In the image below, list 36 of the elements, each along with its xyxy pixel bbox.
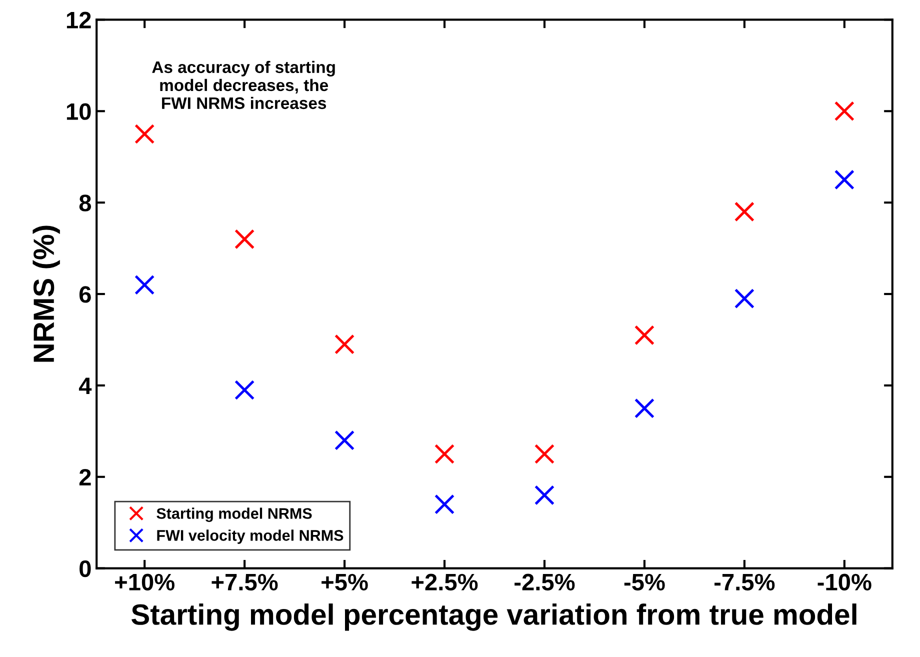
x-tick-label: -10% (818, 574, 872, 591)
point (634, 325, 654, 346)
point (234, 229, 255, 250)
y-tick-label: 4 (78, 378, 92, 394)
x-axis-title: Starting model percentage variation from true model (132, 604, 856, 631)
legend-label: Starting model NRMS (156, 508, 312, 522)
x-tick-label: +10% (115, 574, 174, 591)
y-tick-label: 12 (66, 12, 91, 28)
y-tick-label: 0 (80, 560, 91, 578)
y-tick-label: 2 (79, 468, 91, 486)
point (634, 398, 654, 418)
x-tick-label: -2.5% (514, 574, 575, 591)
annotation: As accuracy of starting model decreases, the FWI NRMS increases (152, 60, 335, 110)
point (334, 334, 355, 354)
point (834, 170, 854, 190)
point (534, 444, 555, 464)
point (234, 380, 255, 400)
x-tick-label: -7.5% (714, 574, 775, 591)
x-tick-label: +7.5% (212, 574, 278, 591)
point (834, 101, 854, 122)
y-tick-label: 8 (79, 194, 92, 212)
y-tick-label: 6 (79, 286, 91, 303)
legend-label: FWI velocity model NRMS (157, 530, 344, 544)
y-axis-title: NRMS (%) (32, 226, 60, 362)
x-tick-label: -5% (624, 574, 665, 591)
point (434, 444, 455, 464)
point (134, 124, 155, 144)
y-tick-label: 10 (66, 103, 91, 120)
point (334, 430, 355, 450)
point (734, 288, 754, 309)
point (134, 274, 155, 295)
point (434, 494, 455, 514)
x-tick-label: +2.5% (412, 574, 478, 591)
point (734, 202, 754, 222)
point (534, 485, 555, 506)
x-tick-label: +5% (322, 574, 368, 591)
